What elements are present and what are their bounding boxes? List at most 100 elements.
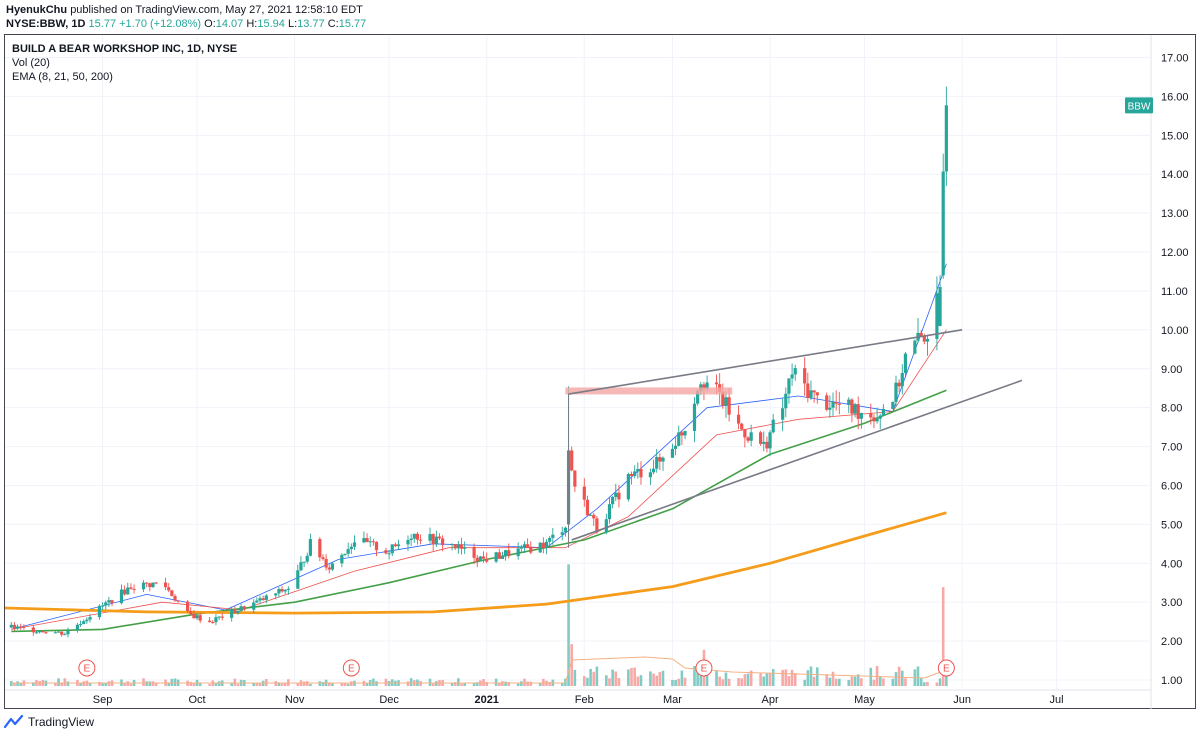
volume-bar [321,681,325,686]
candle-down [714,382,719,385]
x-tick-label: Apr [761,694,778,706]
candle-down [806,383,810,398]
candle-up [66,630,70,635]
candle-up [274,593,278,596]
volume-bar [54,682,57,686]
legend-ema: EMA (8, 21, 50, 200) [12,71,113,83]
candle-down [595,518,599,533]
volume-bar [627,669,630,686]
candle-down [327,567,331,570]
candle-up [787,378,791,394]
candle-down [526,544,530,548]
candle-up [368,541,372,543]
volume-bar [13,683,16,686]
x-tick-label: Feb [575,694,594,706]
candle-up [941,171,945,276]
volume-bar [850,676,854,686]
candle-up [696,390,700,404]
candle-down [856,404,860,419]
price-change: +1.70 (+12.08%) [119,18,202,30]
volume-bar [740,678,744,686]
volume-bar [494,678,498,686]
volume-bar [142,678,145,686]
candle-down [825,395,829,410]
candle-up [683,430,687,436]
candle-up [264,595,268,600]
candle-up [762,441,766,444]
volume-bar [265,678,268,686]
earnings-marker-icon [342,659,360,677]
candle-up [768,432,772,449]
volume-bar [309,683,312,686]
candle-up [100,605,105,607]
candle-up [673,445,678,449]
volume-bar [636,676,640,686]
volume-bar [878,676,882,686]
volume-bar [538,683,542,686]
candle-up [141,582,146,590]
volume-bar [516,683,520,686]
volume-bar [696,672,699,686]
volume-bar [724,672,728,686]
candle-down [242,606,246,610]
candle-down [437,536,442,539]
candle-up [396,544,401,547]
volume-bar [365,683,369,686]
x-tick-label: Jul [1050,694,1064,706]
candle-up [661,457,665,462]
candle-down [12,624,17,629]
volume-bar [759,673,762,686]
candle-up [434,536,438,545]
candle-down [441,538,445,546]
volume-bar [787,676,791,686]
candle-up [56,631,61,633]
candle-up [548,537,552,542]
volume-bar [435,681,438,686]
candle-down [922,336,926,342]
candle-up [784,393,788,409]
candle-up [343,553,347,555]
volume-bar [154,682,158,686]
volume-bar [57,678,60,686]
x-tick-label: Sep [93,694,113,706]
y-tick-label: 1.00 [1161,675,1182,687]
volume-bar [586,677,589,686]
candle-up [938,287,942,326]
volume-bar [233,678,237,686]
volume-bar [526,681,529,686]
candle-down [60,631,64,635]
upper-trendline [568,329,963,395]
tradingview-logo-icon [4,715,24,729]
volume-bar [384,678,388,686]
earnings-marker-label: E [701,664,708,675]
candle-down [220,616,224,618]
y-tick-label: 7.00 [1161,442,1182,454]
author-name[interactable]: HyenukChu [6,4,68,16]
candle-up [330,563,335,570]
volume-bar [542,678,545,686]
x-tick-label: Oct [188,694,205,706]
candle-down [365,538,369,542]
volume-bar [674,679,677,686]
tradingview-brand[interactable]: TradingView [28,715,95,729]
candle-up [913,340,917,354]
candle-down [481,556,486,559]
candle-down [132,588,136,590]
x-tick-label: May [854,694,875,706]
volume-bar [882,678,885,686]
volume-bar [582,676,586,686]
candle-up [296,570,300,589]
candle-down [415,533,420,540]
volume-bar [327,682,331,686]
volume-bar [894,672,898,686]
candle-down [41,631,45,633]
candle-down [110,600,114,604]
volume-bar [721,679,725,686]
candle-up [107,600,111,603]
y-tick-label: 11.00 [1161,286,1188,298]
y-tick-label: 4.00 [1161,558,1182,570]
candle-up [412,533,416,539]
volume-bar [926,681,929,686]
candle-down [145,582,149,584]
